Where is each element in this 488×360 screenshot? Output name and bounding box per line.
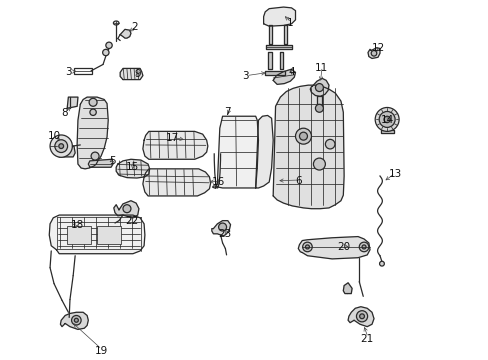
Text: 17: 17 [165, 133, 178, 143]
Circle shape [370, 50, 376, 56]
Polygon shape [67, 97, 78, 108]
Text: 19: 19 [94, 346, 107, 356]
Polygon shape [142, 169, 210, 196]
Text: 5: 5 [109, 156, 115, 166]
Bar [67, 226, 91, 244]
Circle shape [313, 158, 325, 170]
Text: 3: 3 [242, 71, 248, 81]
Ellipse shape [113, 21, 119, 25]
Circle shape [91, 152, 99, 160]
Text: 15: 15 [125, 162, 139, 172]
Circle shape [356, 311, 367, 322]
Text: 10: 10 [47, 131, 61, 141]
Circle shape [59, 144, 63, 149]
Circle shape [302, 242, 312, 252]
Circle shape [383, 116, 389, 123]
Text: 23: 23 [218, 229, 231, 239]
Text: 1: 1 [286, 18, 293, 28]
Polygon shape [273, 85, 344, 209]
Circle shape [359, 314, 364, 319]
Polygon shape [114, 201, 139, 218]
Circle shape [71, 315, 81, 325]
Polygon shape [264, 71, 285, 75]
Text: 13: 13 [387, 169, 401, 179]
Circle shape [305, 245, 309, 249]
Text: 22: 22 [125, 216, 139, 226]
Circle shape [55, 140, 67, 153]
Polygon shape [380, 130, 393, 133]
Circle shape [218, 223, 226, 231]
Text: 14: 14 [380, 115, 393, 125]
Text: 21: 21 [360, 334, 373, 343]
Text: 2: 2 [131, 22, 138, 32]
Circle shape [361, 245, 366, 249]
Circle shape [89, 98, 97, 106]
Text: 11: 11 [314, 63, 327, 73]
Circle shape [102, 49, 109, 56]
Circle shape [122, 205, 131, 213]
Polygon shape [265, 45, 291, 49]
Text: 7: 7 [224, 107, 231, 117]
Polygon shape [120, 68, 142, 80]
Polygon shape [212, 116, 258, 188]
Polygon shape [284, 26, 286, 44]
Polygon shape [61, 312, 88, 329]
Polygon shape [347, 307, 373, 327]
Text: 8: 8 [61, 108, 67, 118]
Polygon shape [367, 48, 379, 58]
Polygon shape [316, 96, 322, 109]
Polygon shape [77, 97, 108, 169]
Circle shape [325, 139, 334, 149]
Circle shape [315, 104, 323, 112]
Circle shape [359, 242, 368, 252]
Circle shape [50, 135, 72, 157]
Circle shape [379, 261, 384, 266]
Polygon shape [57, 146, 75, 157]
Polygon shape [142, 131, 207, 159]
Text: 6: 6 [294, 176, 301, 186]
Polygon shape [268, 53, 271, 69]
Text: 3: 3 [65, 67, 72, 77]
Circle shape [378, 112, 394, 127]
Polygon shape [269, 26, 271, 44]
Polygon shape [298, 237, 369, 259]
Bar [74, 68, 92, 74]
Bar [97, 226, 121, 244]
Circle shape [299, 132, 307, 140]
Text: 16: 16 [211, 177, 225, 187]
Text: 18: 18 [70, 220, 83, 230]
Circle shape [74, 318, 78, 322]
Polygon shape [309, 78, 328, 96]
Polygon shape [211, 221, 230, 236]
Polygon shape [279, 53, 282, 69]
Polygon shape [116, 159, 149, 178]
Text: 4: 4 [287, 67, 294, 77]
Circle shape [374, 108, 398, 131]
Text: 20: 20 [336, 242, 349, 252]
Circle shape [315, 84, 323, 91]
Text: 9: 9 [134, 69, 141, 80]
Polygon shape [255, 116, 273, 188]
Polygon shape [273, 69, 295, 84]
Circle shape [105, 42, 112, 49]
Polygon shape [120, 30, 131, 38]
Polygon shape [88, 159, 113, 167]
Polygon shape [263, 7, 295, 26]
Text: 12: 12 [370, 43, 384, 53]
Polygon shape [343, 283, 351, 293]
Polygon shape [49, 215, 144, 254]
Circle shape [90, 109, 96, 116]
Circle shape [295, 128, 311, 144]
